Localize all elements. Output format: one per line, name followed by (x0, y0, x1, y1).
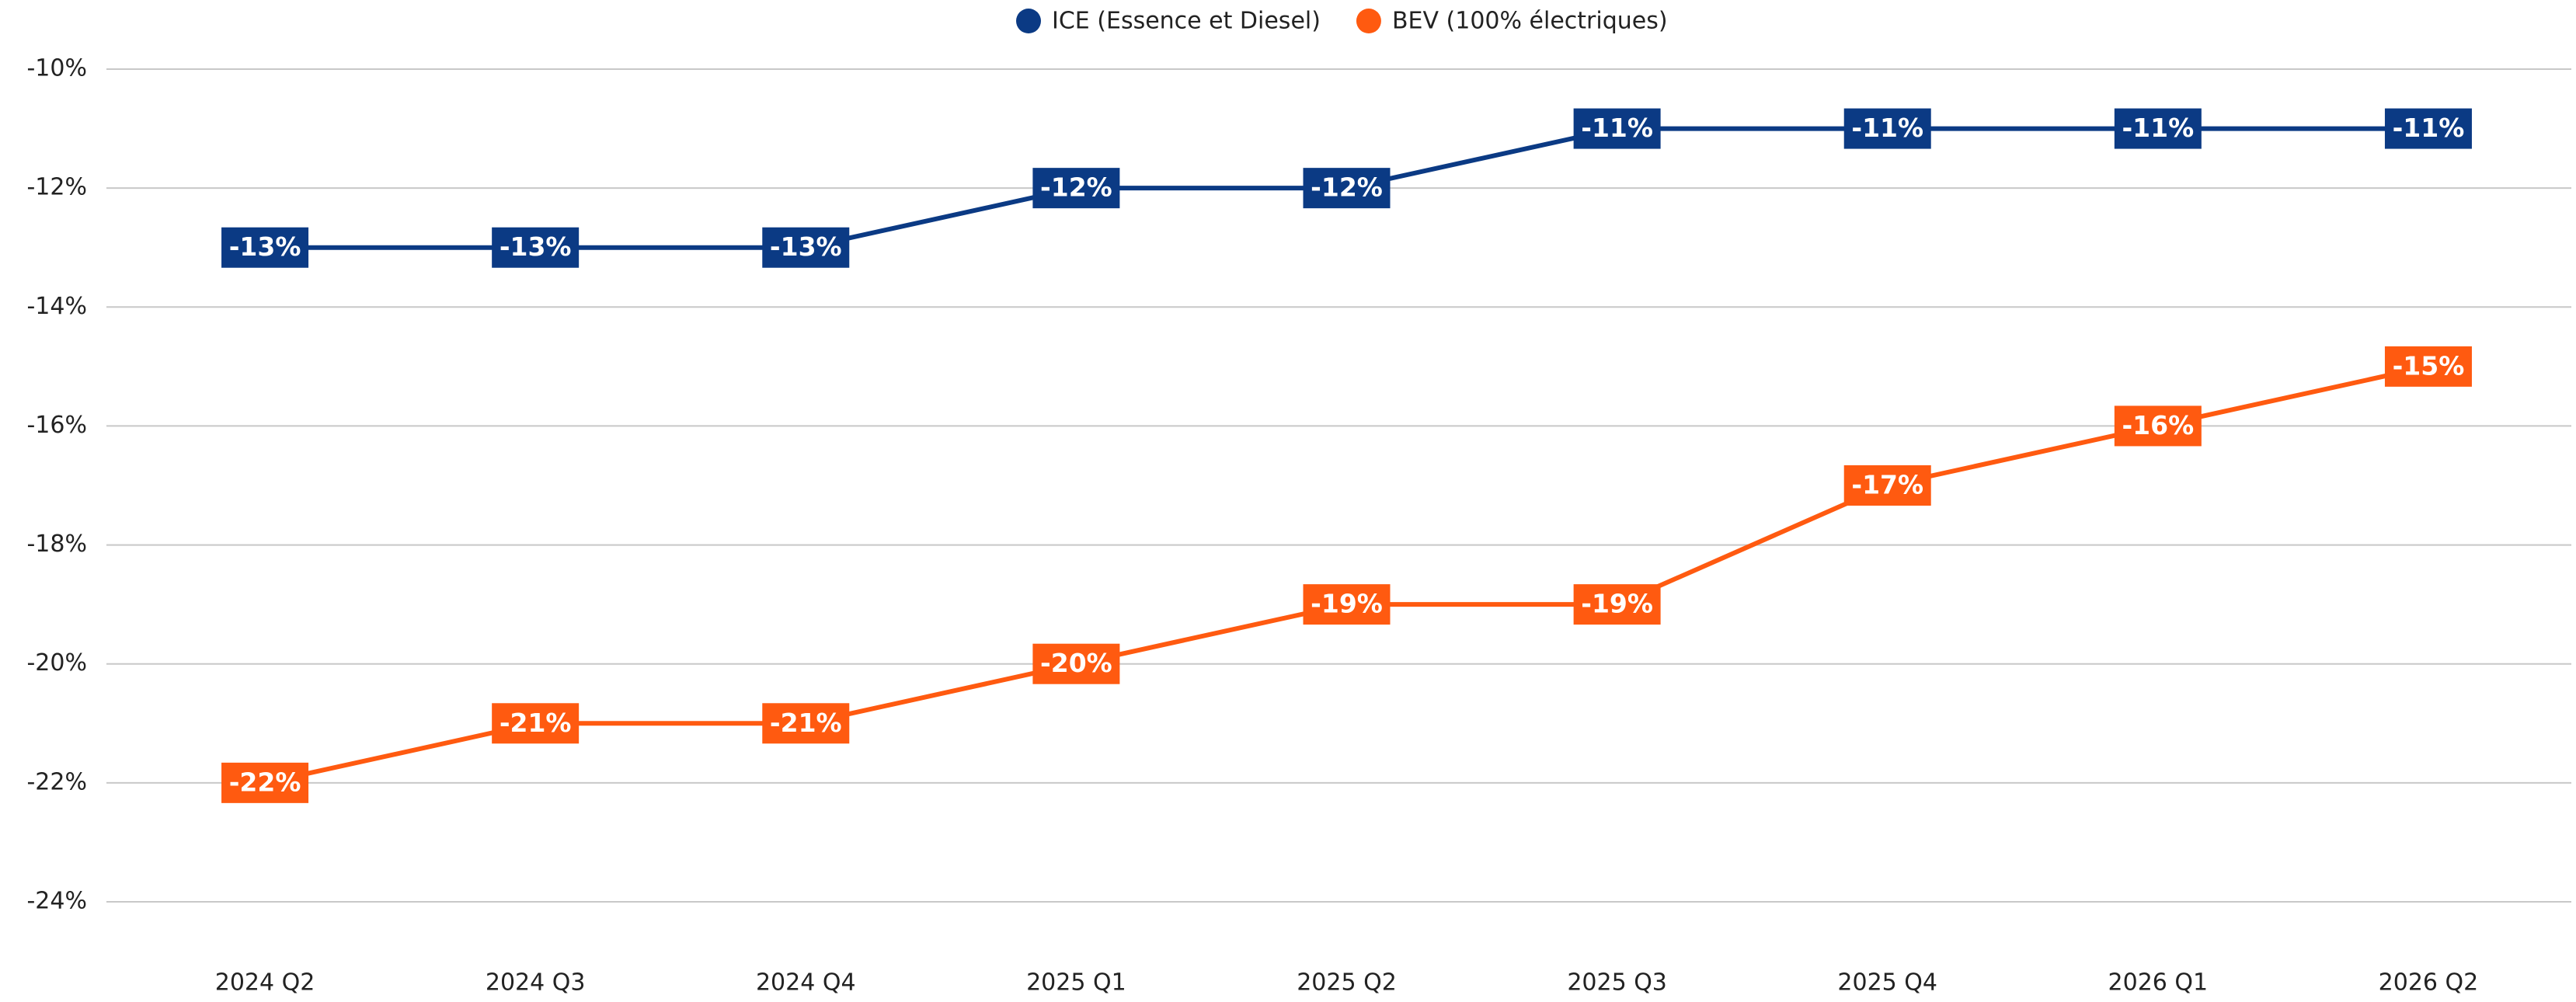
x-tick-label: 2025 Q3 (1567, 969, 1667, 997)
data-label-box (1843, 465, 1931, 506)
data-label: -11% (1581, 113, 1653, 143)
data-label: -11% (2122, 113, 2194, 143)
data-label-box (1573, 584, 1661, 625)
data-label-box (492, 227, 580, 268)
data-label-box (1843, 108, 1931, 149)
y-tick-label: -10% (26, 55, 87, 82)
data-label: -11% (1851, 113, 1923, 143)
data-label: -13% (500, 231, 572, 262)
y-tick-label: -12% (26, 174, 87, 201)
data-label: -13% (229, 231, 301, 262)
data-label-box (2384, 346, 2472, 387)
data-label-box (762, 703, 850, 744)
y-tick-label: -16% (26, 412, 87, 439)
x-tick-label: 2025 Q1 (1026, 969, 1126, 997)
data-label-box (1573, 108, 1661, 149)
data-label-box (2384, 108, 2472, 149)
x-tick-label: 2025 Q4 (1837, 969, 1937, 997)
data-label: -13% (770, 231, 842, 262)
data-label: -19% (1311, 589, 1383, 619)
x-tick-label: 2024 Q2 (215, 969, 315, 997)
series-line (264, 364, 2429, 785)
data-label-box (221, 227, 309, 268)
data-label: -11% (2393, 113, 2465, 143)
y-tick-label: -14% (26, 293, 87, 320)
data-label: -17% (1851, 470, 1923, 500)
data-label-box (221, 762, 309, 803)
data-label-box (1032, 168, 1120, 209)
y-tick-label: -24% (26, 888, 87, 915)
data-label: -16% (2122, 410, 2194, 440)
data-label: -19% (1581, 589, 1653, 619)
x-tick-label: 2025 Q2 (1297, 969, 1397, 997)
data-label-box (1303, 584, 1391, 625)
data-label: -21% (770, 708, 842, 738)
x-tick-label: 2024 Q3 (486, 969, 586, 997)
data-label: -12% (1040, 172, 1112, 203)
data-label-box (2114, 108, 2202, 149)
data-label: -15% (2393, 350, 2465, 381)
x-tick-label: 2026 Q1 (2108, 969, 2209, 997)
data-label-box (492, 703, 580, 744)
data-label-box (1032, 643, 1120, 684)
y-tick-label: -18% (26, 531, 87, 558)
y-tick-label: -20% (26, 649, 87, 677)
legend-marker (1356, 9, 1381, 33)
legend-label: ICE (Essence et Diesel) (1052, 8, 1321, 35)
data-label-box (2114, 405, 2202, 447)
data-label: -21% (500, 708, 572, 738)
data-label: -12% (1311, 172, 1383, 203)
data-label-box (762, 227, 850, 268)
x-tick-label: 2024 Q4 (756, 969, 856, 997)
data-label: -22% (229, 767, 301, 797)
data-label-box (1303, 168, 1391, 209)
legend-label: BEV (100% électriques) (1392, 8, 1668, 35)
data-label: -20% (1040, 648, 1112, 678)
y-tick-label: -22% (26, 768, 87, 795)
x-tick-label: 2026 Q2 (2379, 969, 2479, 997)
legend-marker (1016, 9, 1041, 33)
